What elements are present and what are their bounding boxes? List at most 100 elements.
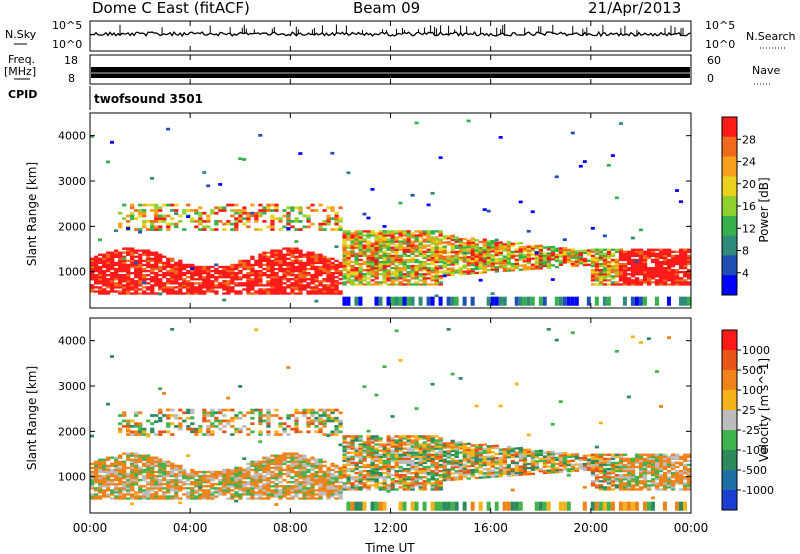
heatmap-cell: [298, 430, 303, 434]
heatmap-cell: [198, 211, 203, 215]
heatmap-cell: [394, 457, 399, 461]
heatmap-cell: [218, 427, 223, 431]
heatmap-cell: [246, 286, 251, 289]
heatmap-cell: [302, 497, 307, 500]
heatmap-cell: [490, 465, 495, 468]
heatmap-cell: [474, 448, 479, 451]
heatmap-cell: [286, 263, 291, 267]
heatmap-cell: [190, 217, 195, 221]
heatmap-cell: [250, 483, 255, 486]
heatmap-cell: [390, 451, 395, 454]
heatmap-cell: [158, 217, 163, 221]
heatmap-cell: [198, 222, 203, 226]
heatmap-cell: [422, 281, 427, 284]
heatmap-cell: [446, 261, 451, 264]
heatmap-cell: [258, 259, 263, 263]
heatmap-cell: [266, 466, 271, 470]
heatmap-cell: [154, 478, 159, 482]
heatmap-cell: [678, 283, 684, 286]
heatmap-cell: [298, 276, 303, 279]
heatmap-cell: [442, 462, 447, 466]
heatmap-cell: [242, 282, 247, 285]
heatmap-cell: [394, 254, 399, 258]
heatmap-cell: [374, 283, 379, 286]
heatmap-cell: [238, 481, 243, 484]
heatmap-cell: [602, 264, 608, 268]
heatmap-cell: [110, 472, 115, 476]
heatmap-cell: [458, 459, 463, 462]
heatmap-cell: [302, 271, 307, 275]
heatmap-cell: [266, 493, 271, 496]
heatmap-cell: [398, 275, 403, 278]
heatmap-cell: [258, 474, 263, 478]
heatmap-cell: [138, 263, 143, 267]
heatmap-cell: [214, 416, 219, 420]
heatmap-cell: [666, 254, 672, 258]
heatmap-cell: [246, 462, 251, 466]
heatmap-cell: [514, 254, 520, 257]
heatmap-cell: [638, 296, 643, 306]
heatmap-cell: [298, 456, 303, 459]
heatmap-cell: [610, 154, 615, 157]
heatmap-cell: [162, 414, 167, 417]
heatmap-cell: [406, 232, 411, 235]
heatmap-cell: [426, 465, 431, 469]
heatmap-cell: [346, 476, 351, 479]
heatmap-cell: [406, 236, 411, 239]
heatmap-cell: [110, 257, 115, 261]
heatmap-cell: [258, 497, 263, 500]
heatmap-cell: [306, 290, 311, 293]
search-tick-bottom: 10^0: [705, 38, 735, 51]
heatmap-cell: [198, 228, 203, 231]
heatmap-cell: [334, 470, 339, 474]
heatmap-cell: [494, 245, 499, 249]
date-title: 21/Apr/2013: [588, 0, 681, 17]
heatmap-cell: [326, 478, 331, 482]
heatmap-cell: [314, 286, 319, 289]
heatmap-cell: [546, 262, 552, 265]
heatmap-cell: [526, 267, 532, 271]
heatmap-cell: [226, 489, 231, 492]
heatmap-cell: [414, 244, 419, 247]
heatmap-cell: [590, 250, 596, 253]
heatmap-cell: [678, 258, 684, 262]
heatmap-cell: [666, 296, 671, 306]
heatmap-cell: [678, 271, 684, 274]
heatmap-cell: [254, 273, 259, 277]
heatmap-cell: [418, 275, 423, 278]
heatmap-cell: [234, 228, 239, 231]
heatmap-cell: [114, 474, 119, 478]
heatmap-cell: [194, 497, 199, 500]
heatmap-cell: [134, 267, 139, 271]
heatmap-cell: [306, 259, 311, 263]
heatmap-cell: [90, 434, 95, 438]
heatmap-cell: [482, 244, 487, 247]
heatmap-cell: [418, 246, 423, 249]
heatmap-cell: [350, 482, 355, 485]
heatmap-cell: [434, 501, 439, 511]
heatmap-cell: [542, 461, 548, 464]
heatmap-cell: [394, 453, 399, 456]
heatmap-cell: [298, 261, 303, 265]
heatmap-cell: [98, 464, 103, 468]
heatmap-cell: [654, 283, 660, 286]
heatmap-cell: [98, 280, 103, 283]
heatmap-cell: [406, 281, 411, 284]
heatmap-cell: [662, 262, 668, 266]
heatmap-cell: [110, 464, 115, 468]
heatmap-cell: [162, 491, 167, 494]
heatmap-cell: [198, 278, 203, 281]
heatmap-cell: [450, 458, 455, 461]
heatmap-cell: [402, 264, 407, 268]
heatmap-cell: [418, 234, 423, 237]
heatmap-cell: [382, 449, 387, 452]
heatmap-cell: [114, 255, 119, 258]
heatmap-cell: [258, 263, 263, 267]
heatmap-cell: [474, 253, 479, 256]
heatmap-cell: [426, 437, 431, 440]
heatmap-cell: [278, 460, 283, 463]
heatmap-cell: [422, 264, 427, 268]
heatmap-cell: [438, 250, 443, 253]
heatmap-cell: [322, 267, 327, 271]
heatmap-cell: [666, 260, 672, 264]
